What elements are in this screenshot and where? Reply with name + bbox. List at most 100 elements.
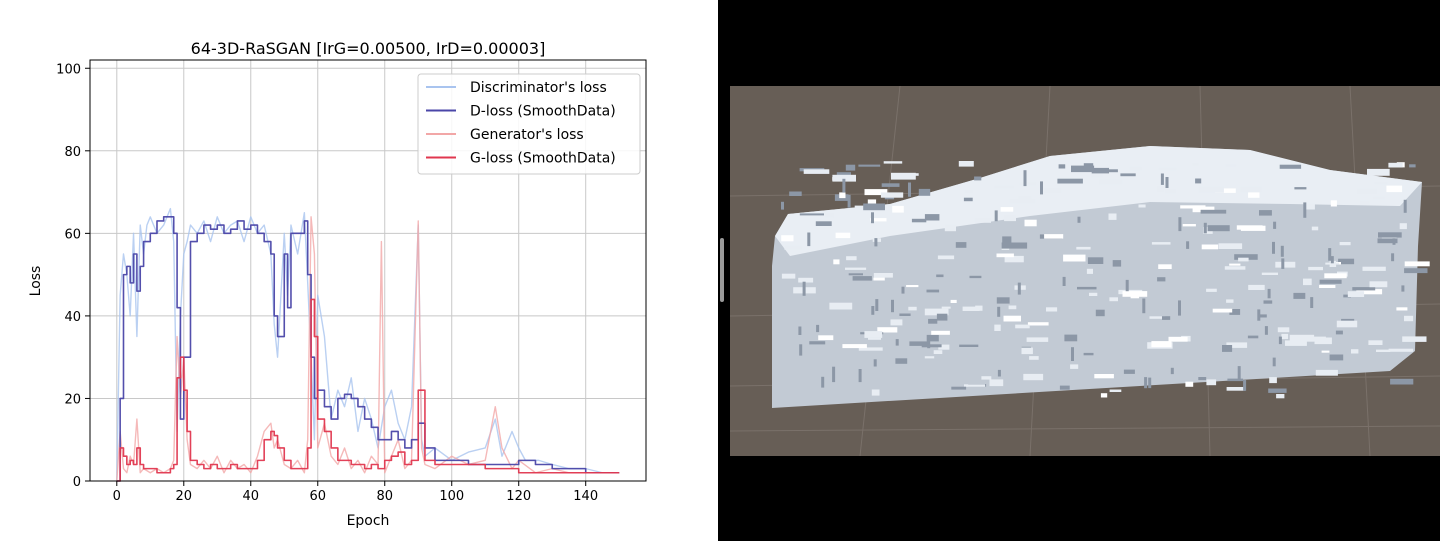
voxel-edge <box>927 340 931 349</box>
voxel-edge <box>1023 170 1027 187</box>
x-tick-label: 140 <box>573 489 598 504</box>
voxel-step <box>1180 205 1206 209</box>
voxel-edge <box>871 212 874 224</box>
voxel-edge <box>1257 309 1261 321</box>
voxel-details <box>781 161 1430 399</box>
voxel-step <box>1071 165 1095 173</box>
voxel-step <box>1064 334 1078 342</box>
voxel-step <box>1168 336 1188 342</box>
voxel-edge <box>781 201 784 210</box>
voxel-step <box>1324 273 1347 279</box>
voxel-step <box>835 232 851 239</box>
voxel-step <box>1224 266 1246 270</box>
voxel-edge <box>1125 279 1129 292</box>
voxel-step <box>994 324 1001 331</box>
voxel-step <box>996 297 1010 304</box>
voxel-edge <box>1310 297 1314 308</box>
series-line-3 <box>116 216 620 482</box>
voxel-step <box>1026 337 1049 342</box>
voxel-step <box>1156 185 1165 192</box>
voxel-step <box>1404 268 1428 274</box>
voxel-step <box>1162 316 1171 320</box>
voxel-step <box>871 389 880 396</box>
x-tick-label: 20 <box>176 489 193 504</box>
voxel-step <box>1201 244 1219 250</box>
voxel-step <box>1339 242 1351 246</box>
voxel-edge <box>799 344 803 356</box>
voxel-step <box>1200 209 1227 214</box>
voxel-edge <box>1391 253 1395 262</box>
voxel-step <box>1112 260 1122 267</box>
voxel-step <box>1158 264 1172 269</box>
voxel-step <box>936 274 944 278</box>
voxel-edge <box>842 178 846 193</box>
voxel-step <box>1206 288 1217 292</box>
voxel-step <box>1192 206 1215 213</box>
floor-grid-line <box>730 425 1440 432</box>
voxel-step <box>864 331 883 338</box>
voxel-step <box>1003 315 1021 322</box>
voxel-step <box>781 273 796 279</box>
voxel-edge <box>1148 377 1152 389</box>
voxel-step <box>1206 379 1217 386</box>
voxel-step <box>1077 286 1097 290</box>
voxel-step <box>881 183 900 187</box>
voxel-step <box>873 273 893 278</box>
voxel-step <box>974 218 991 223</box>
voxel-edge <box>1401 285 1405 292</box>
voxel-step <box>1325 262 1340 265</box>
scene-viewport[interactable] <box>730 86 1440 456</box>
voxel-step <box>1120 173 1136 177</box>
voxel-step <box>908 306 917 311</box>
voxel-step <box>789 191 802 196</box>
voxel-step <box>1294 187 1307 190</box>
voxel-edge <box>1040 181 1043 195</box>
voxel-step <box>1409 164 1416 168</box>
voxel-step <box>1376 349 1391 352</box>
voxel-step <box>1195 178 1202 184</box>
voxel-edge <box>1186 241 1190 249</box>
voxel-step <box>848 273 863 276</box>
y-tick-label: 100 <box>56 62 81 77</box>
voxel-step <box>1352 287 1376 291</box>
voxel-step <box>1046 307 1058 312</box>
voxel-step <box>921 344 942 348</box>
voxel-step <box>1029 356 1039 360</box>
voxel-edge <box>1062 276 1066 286</box>
voxel-step <box>909 341 929 346</box>
voxel-step <box>833 259 840 265</box>
voxel-edge <box>873 359 877 367</box>
voxel-step <box>1151 242 1171 245</box>
voxel-step <box>1234 254 1258 260</box>
voxel-step <box>1399 223 1407 230</box>
voxel-step <box>1238 257 1249 262</box>
voxel-step <box>1377 238 1398 244</box>
voxel-step <box>1263 300 1273 304</box>
voxel-step <box>1229 263 1241 266</box>
panel-divider-handle[interactable] <box>720 238 724 302</box>
series-line-2 <box>116 216 620 482</box>
voxel-step <box>1404 315 1414 322</box>
voxel-edge <box>1243 380 1247 391</box>
voxel-step <box>1164 189 1176 194</box>
voxel-step <box>1368 340 1383 345</box>
x-axis-label: Epoch <box>347 513 390 529</box>
voxel-step <box>1157 277 1166 282</box>
voxel-step <box>1122 291 1148 297</box>
voxel-edge <box>807 232 811 247</box>
voxel-step <box>1226 387 1245 391</box>
voxel-step <box>1275 261 1296 268</box>
voxel-step <box>1158 167 1177 171</box>
voxel-step <box>1347 291 1365 297</box>
voxel-step <box>1215 188 1236 193</box>
voxel-edge <box>1272 241 1275 254</box>
voxel-step <box>955 242 967 248</box>
voxel-edge <box>1264 326 1268 335</box>
voxel-step <box>924 214 940 221</box>
voxel-step <box>937 255 955 260</box>
voxel-step <box>858 347 883 351</box>
voxel-step <box>1002 236 1012 243</box>
voxel-step <box>880 192 904 198</box>
x-tick-label: 120 <box>506 489 531 504</box>
voxel-step <box>1362 266 1386 271</box>
